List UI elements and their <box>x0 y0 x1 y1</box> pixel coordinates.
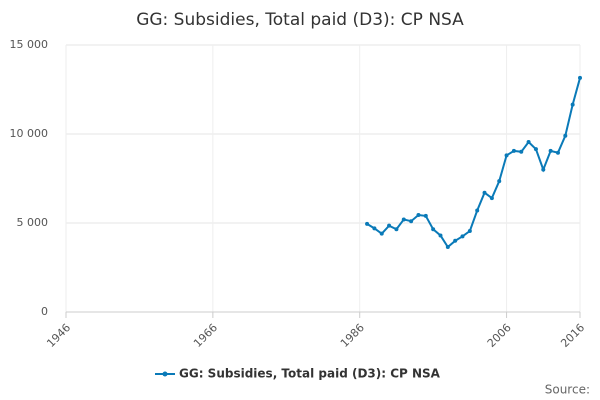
point <box>394 227 399 232</box>
point <box>489 196 494 201</box>
point <box>511 148 516 153</box>
x-tick-label: 2016 <box>558 321 587 350</box>
chart-title: GG: Subsidies, Total paid (D3): CP NSA <box>136 10 464 30</box>
y-tick-label: 10 000 <box>10 127 49 140</box>
point <box>541 167 546 172</box>
x-tick-label: 1986 <box>338 321 367 350</box>
point <box>533 147 538 152</box>
point <box>445 245 450 250</box>
point <box>438 233 443 238</box>
point <box>453 238 458 243</box>
point <box>423 213 428 218</box>
point <box>475 208 480 213</box>
point <box>416 212 421 217</box>
point <box>482 190 487 195</box>
point <box>555 150 560 155</box>
x-tick-label: 1966 <box>191 321 220 350</box>
point <box>431 227 436 232</box>
y-tick-label: 15 000 <box>10 38 49 51</box>
point <box>467 229 472 234</box>
y-tick-label: 5 000 <box>17 216 49 229</box>
point <box>497 179 502 184</box>
x-tick-label: 2006 <box>485 321 514 350</box>
point <box>387 223 392 228</box>
point <box>548 148 553 153</box>
point <box>519 149 524 154</box>
y-tick-label: 0 <box>41 305 48 318</box>
point <box>379 231 384 236</box>
point <box>504 153 509 158</box>
point <box>460 234 465 239</box>
x-tick-label: 1946 <box>44 321 73 350</box>
point <box>372 226 377 231</box>
point <box>578 75 582 80</box>
legend-label: GG: Subsidies, Total paid (D3): CP NSA <box>179 367 441 381</box>
point <box>563 133 568 138</box>
point <box>365 221 370 226</box>
source: Source: <box>545 383 590 397</box>
point <box>570 102 575 107</box>
point <box>409 219 414 224</box>
point <box>401 217 406 222</box>
line <box>366 77 581 249</box>
point <box>526 140 531 145</box>
legend-symbol <box>162 371 168 377</box>
